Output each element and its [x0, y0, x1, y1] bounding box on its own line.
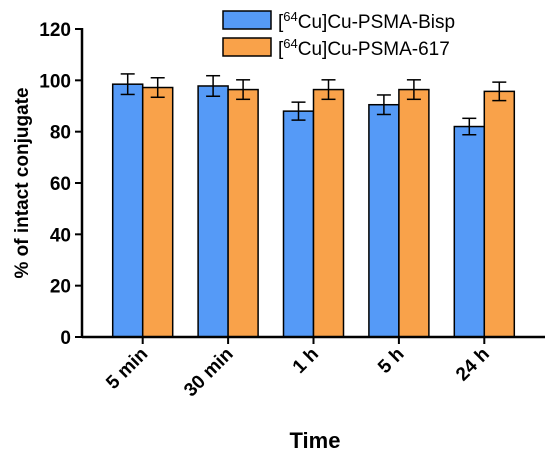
bar-psma617-3 [398, 88, 430, 338]
bar-bisp-2 [282, 110, 315, 338]
legend-swatch-bisp [222, 10, 272, 30]
x-axis-title: Time [290, 428, 341, 453]
bar-bisp-3 [368, 103, 400, 338]
bar-psma617-2 [312, 88, 345, 338]
bar-bisp-0 [111, 83, 144, 338]
legend-label-617: [64Cu]Cu-PSMA-617 [278, 36, 450, 61]
y-tick-label-2: 40 [50, 225, 71, 246]
bar-psma617-0 [141, 86, 174, 338]
y-tick-label-0: 0 [60, 328, 71, 349]
legend-swatch-617 [222, 37, 272, 57]
bar-psma617-1 [227, 88, 259, 338]
bar-bisp-1 [197, 85, 229, 338]
x-tick-label-2: 1 h [289, 344, 323, 378]
bar-psma617-4 [483, 90, 516, 338]
legend-label-bisp: [64Cu]Cu-PSMA-Bisp [278, 9, 455, 34]
y-tick-label-5: 100 [39, 71, 71, 92]
y-tick-label-1: 20 [50, 277, 71, 298]
x-tick-label-1: 30 min [180, 344, 237, 401]
x-tick-label-3: 5 h [374, 344, 408, 378]
x-tick-label-0: 5 min [102, 344, 152, 394]
legend: [64Cu]Cu-PSMA-Bisp [64Cu]Cu-PSMA-617 [222, 9, 455, 61]
y-tick-label-6: 120 [39, 20, 71, 41]
x-tick-label-4: 24 h [452, 344, 494, 386]
bar-bisp-4 [453, 125, 486, 338]
y-tick-label-3: 60 [50, 174, 71, 195]
plot-area: 5 min 30 min 1 h 5 h 24 h 0 20 40 60 80 100 120 [39, 20, 545, 401]
y-tick-label-4: 80 [50, 123, 71, 144]
y-axis-title: % of intact conjugate [12, 87, 33, 278]
